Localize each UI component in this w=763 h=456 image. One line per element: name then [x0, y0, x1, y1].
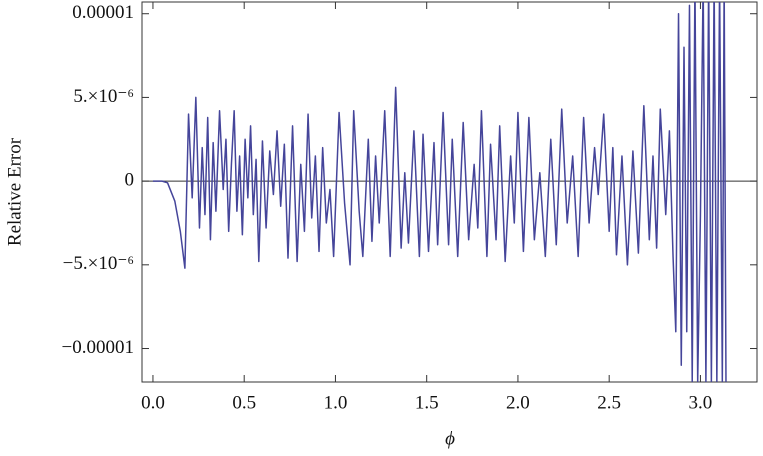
y-tick-label: −0.00001 — [62, 337, 134, 358]
x-tick-label: 3.0 — [689, 392, 713, 413]
y-tick-label: 0 — [125, 169, 135, 190]
x-tick-label: 2.5 — [597, 392, 621, 413]
x-tick-label: 0.0 — [141, 392, 165, 413]
y-tick-label: 5.×10⁻⁶ — [73, 86, 134, 107]
x-tick-label: 0.5 — [232, 392, 256, 413]
y-tick-label: −5.×10⁻⁶ — [63, 253, 134, 274]
y-tick-label: 0.00001 — [72, 2, 134, 23]
x-tick-label: 1.0 — [324, 392, 348, 413]
data-line — [152, 2, 727, 382]
x-tick-label: 1.5 — [415, 392, 439, 413]
x-axis-label: ϕ — [445, 428, 455, 449]
x-tick-label: 2.0 — [506, 392, 530, 413]
plot-frame — [141, 1, 758, 383]
y-axis-label: Relative Error — [4, 137, 25, 246]
